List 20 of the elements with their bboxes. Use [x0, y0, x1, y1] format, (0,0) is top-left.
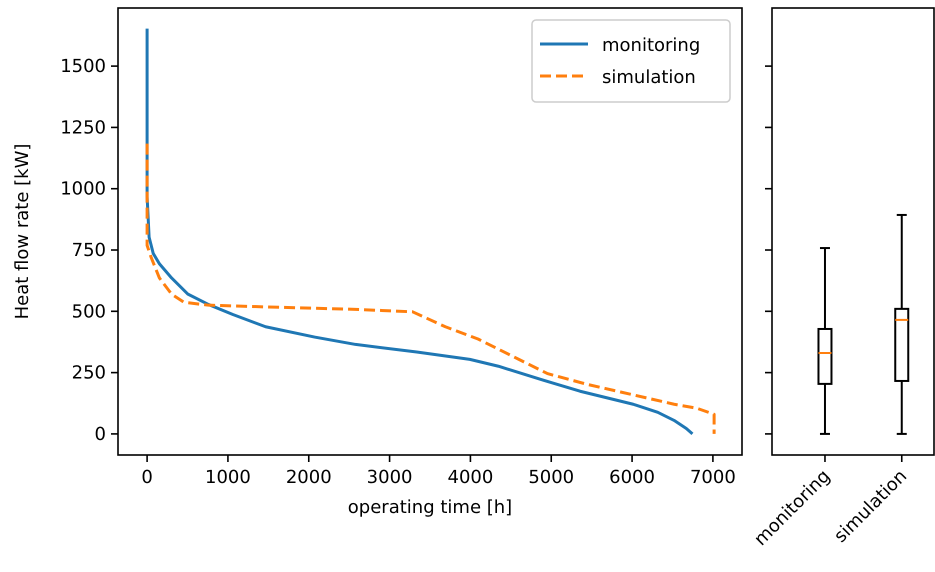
y-tick-label: 250 [72, 362, 106, 384]
y-tick-label: 1000 [60, 178, 106, 200]
y-tick-label: 750 [72, 240, 106, 262]
x-tick-label: 5000 [528, 467, 574, 488]
y-tick-label: 500 [72, 301, 106, 322]
x-axis-title: operating time [h] [348, 497, 512, 518]
x-tick-label: 0 [141, 467, 153, 488]
x-tick-label: 1000 [205, 467, 251, 488]
x-tick-label: 4000 [448, 467, 494, 488]
y-tick-label: 1250 [60, 117, 106, 138]
y-tick-label: 0 [94, 424, 106, 445]
legend-label: simulation [602, 67, 696, 88]
x-tick-label: 2000 [286, 467, 332, 488]
x-tick-label: 3000 [366, 467, 412, 488]
x-tick-label: 6000 [609, 467, 655, 488]
y-axis-title: Heat flow rate [kW] [12, 144, 33, 320]
x-tick-label: 7000 [690, 467, 736, 488]
y-tick-label: 1500 [60, 56, 106, 78]
line-series [146, 142, 716, 436]
legend-label: monitoring [602, 35, 700, 56]
